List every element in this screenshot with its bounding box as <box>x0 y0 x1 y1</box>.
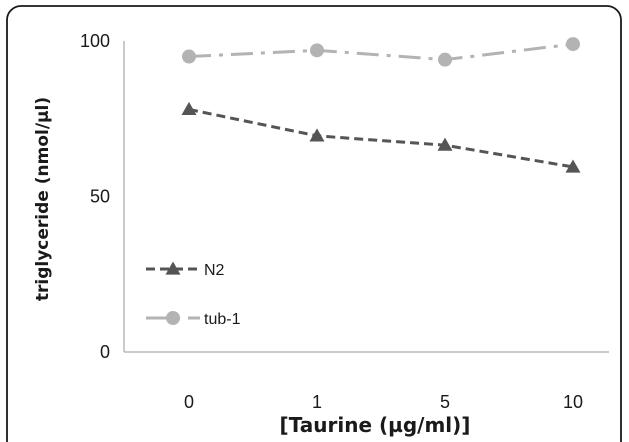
legend-swatch-marker-1 <box>166 311 180 325</box>
plot-area <box>181 37 581 173</box>
y-tick-label-0: 0 <box>100 342 110 362</box>
series-1-point-0 <box>182 49 196 64</box>
x-tick-labels: 0 1 5 10 <box>184 392 583 412</box>
y-tick-labels: 0 50 100 <box>80 31 110 362</box>
series-1 <box>182 37 580 67</box>
y-axis-title: triglyceride (nmol/µl) <box>33 97 53 301</box>
series-0-point-1 <box>309 128 325 142</box>
legend-label-0: N2 <box>204 262 225 279</box>
legend: N2 tub-1 <box>146 261 241 328</box>
series-0-point-0 <box>181 101 197 116</box>
x-tick-label-1: 1 <box>312 392 322 412</box>
chart-frame <box>6 5 622 442</box>
series-line-0 <box>188 107 574 169</box>
series-0-point-3 <box>565 159 581 173</box>
y-tick-label-1: 50 <box>90 187 110 207</box>
series-0-point-2 <box>437 137 453 151</box>
legend-label-1: tub-1 <box>204 311 241 328</box>
series-1-point-1 <box>310 43 324 58</box>
x-tick-label-0: 0 <box>184 392 194 412</box>
y-tick-label-2: 100 <box>80 31 110 51</box>
x-tick-label-2: 5 <box>440 392 450 412</box>
legend-item-1: tub-1 <box>146 311 241 328</box>
legend-item-0: N2 <box>146 261 225 279</box>
x-axis-title: [Taurine (µg/ml)] <box>280 413 471 437</box>
x-tick-label-3: 10 <box>563 392 583 412</box>
series-1-point-3 <box>566 37 580 52</box>
legend-swatch-marker-0 <box>165 261 181 275</box>
series-1-point-2 <box>438 52 452 67</box>
series-0 <box>181 101 581 173</box>
